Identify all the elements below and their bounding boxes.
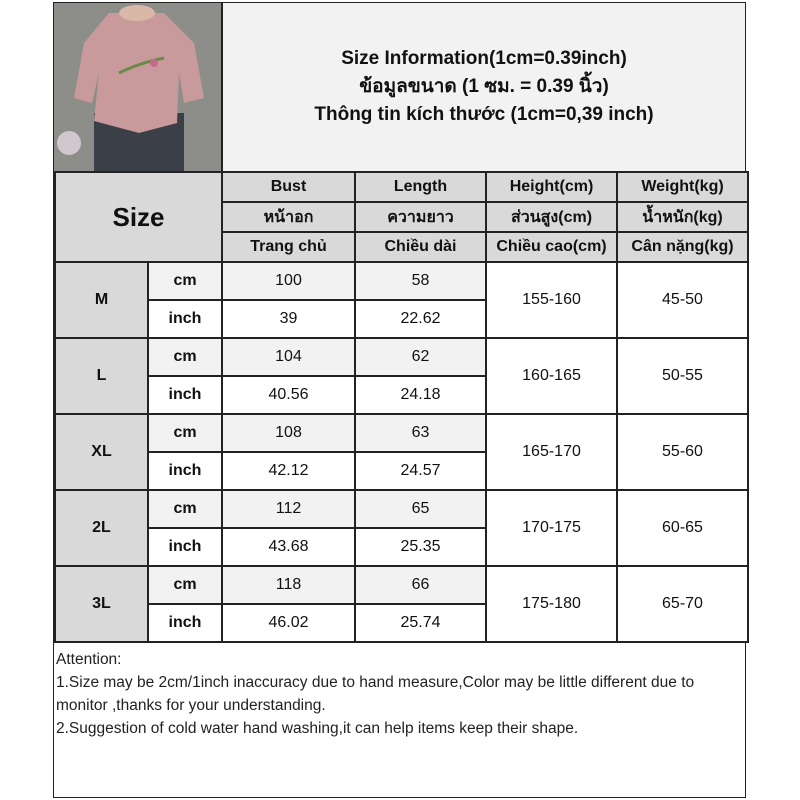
note-1: 1.Size may be 2cm/1inch inaccuracy due t… [56, 674, 695, 714]
length-cm: 65 [354, 489, 487, 529]
header-height-vi: Chiều cao(cm) [485, 231, 618, 263]
header-bust-vi: Trang chủ [221, 231, 356, 263]
table-row: 2L cm 112 65 170-175 60-65 [54, 489, 749, 567]
header-height-thai: ส่วนสูง(cm) [485, 201, 618, 233]
size-label: 3L [54, 565, 149, 643]
unit-inch: inch [147, 375, 223, 415]
bust-cm: 108 [221, 413, 356, 453]
header-weight-vi: Cân nặng(kg) [616, 231, 749, 263]
title-vietnamese: Thông tin kích thước (1cm=0,39 inch) [314, 104, 654, 125]
length-cm: 58 [354, 261, 487, 301]
bust-cm: 104 [221, 337, 356, 377]
size-label: L [54, 337, 149, 415]
table-row: inch 46.02 25.74 [55, 603, 748, 643]
bust-cm: 112 [221, 489, 356, 529]
header-weight: Weight(kg) [616, 171, 749, 203]
length-cm: 62 [354, 337, 487, 377]
bust-inch: 46.02 [221, 603, 356, 643]
size-table: Size Bust Length Height(cm) Weight(kg) ห… [54, 171, 749, 643]
size-chart: Size Information(1cm=0.39inch) ข้อมูลขนา… [53, 2, 749, 798]
title-block: Size Information(1cm=0.39inch) ข้อมูลขนา… [223, 3, 745, 171]
unit-cm: cm [147, 565, 223, 605]
header-weight-thai: น้ำหนัก(kg) [616, 201, 749, 233]
length-cm: 63 [354, 413, 487, 453]
length-cm: 66 [354, 565, 487, 605]
height-range: 175-180 [485, 565, 618, 643]
height-range: 170-175 [485, 489, 618, 567]
height-range: 155-160 [485, 261, 618, 339]
header-length-thai: ความยาว [354, 201, 487, 233]
weight-range: 50-55 [616, 337, 749, 415]
unit-cm: cm [147, 337, 223, 377]
unit-cm: cm [147, 261, 223, 301]
table-row: L cm 104 62 160-165 50-55 [54, 337, 749, 415]
bust-inch: 39 [221, 299, 356, 339]
table-row: M cm 100 58 155-160 45-50 [54, 261, 749, 339]
unit-inch: inch [147, 527, 223, 567]
unit-inch: inch [147, 451, 223, 491]
unit-cm: cm [147, 489, 223, 529]
header-height: Height(cm) [485, 171, 618, 203]
title-thai: ข้อมูลขนาด (1 ซม. = 0.39 นิ้ว) [359, 76, 609, 97]
table-row: inch 39 22.62 [55, 299, 748, 339]
attention-notes: Attention: 1.Size may be 2cm/1inch inacc… [56, 648, 741, 740]
height-range: 160-165 [485, 337, 618, 415]
bust-cm: 100 [221, 261, 356, 301]
header-length-vi: Chiều dài [354, 231, 487, 263]
note-2: 2.Suggestion of cold water hand washing,… [56, 720, 579, 737]
table-row: inch 40.56 24.18 [55, 375, 748, 415]
size-label: 2L [54, 489, 149, 567]
weight-range: 60-65 [616, 489, 749, 567]
header-bust: Bust [221, 171, 356, 203]
bust-cm: 118 [221, 565, 356, 605]
bust-inch: 43.68 [221, 527, 356, 567]
product-photo [54, 3, 223, 171]
table-row: 3L cm 118 66 175-180 65-70 [54, 565, 749, 643]
header-bust-thai: หน้าอก [221, 201, 356, 233]
length-inch: 25.74 [354, 603, 487, 643]
unit-inch: inch [147, 299, 223, 339]
size-label: M [54, 261, 149, 339]
unit-inch: inch [147, 603, 223, 643]
size-header: Size [54, 171, 223, 263]
title-english: Size Information(1cm=0.39inch) [341, 48, 627, 69]
length-inch: 24.57 [354, 451, 487, 491]
table-row: inch 43.68 25.35 [55, 527, 748, 567]
header-length: Length [354, 171, 487, 203]
length-inch: 24.18 [354, 375, 487, 415]
table-row: inch 42.12 24.57 [55, 451, 748, 491]
table-row: XL cm 108 63 165-170 55-60 [54, 413, 749, 491]
height-range: 165-170 [485, 413, 618, 491]
unit-cm: cm [147, 413, 223, 453]
length-inch: 25.35 [354, 527, 487, 567]
weight-range: 45-50 [616, 261, 749, 339]
weight-range: 65-70 [616, 565, 749, 643]
bust-inch: 42.12 [221, 451, 356, 491]
size-label: XL [54, 413, 149, 491]
weight-range: 55-60 [616, 413, 749, 491]
notes-heading: Attention: [56, 651, 122, 668]
length-inch: 22.62 [354, 299, 487, 339]
bust-inch: 40.56 [221, 375, 356, 415]
